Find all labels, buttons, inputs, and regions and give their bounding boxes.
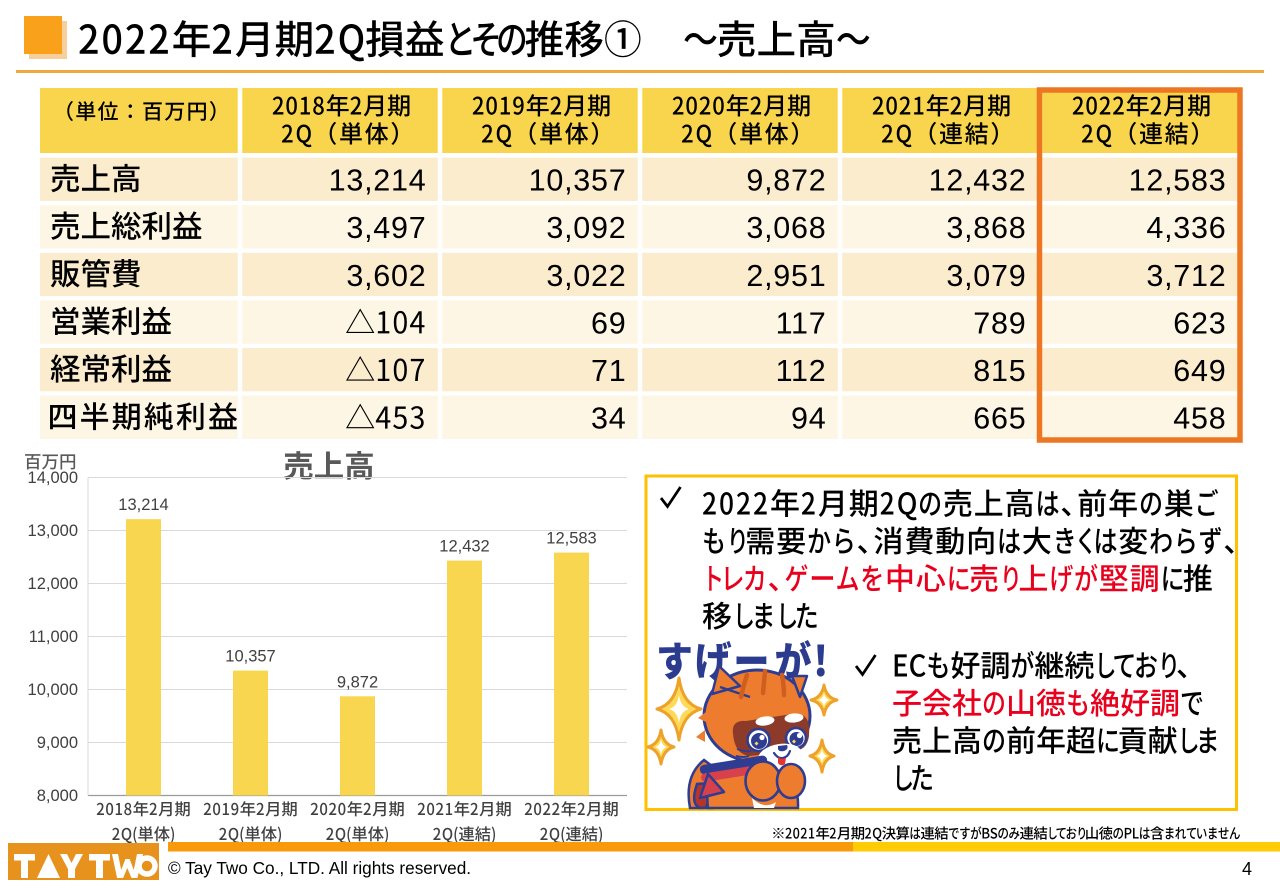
svg-text:© Tay Two Co., LTD. All rights: © Tay Two Co., LTD. All rights reserved. [168, 858, 471, 878]
svg-text:112: 112 [776, 354, 827, 388]
svg-text:71: 71 [591, 354, 626, 388]
svg-text:3,092: 3,092 [546, 211, 626, 245]
svg-text:9,872: 9,872 [337, 673, 378, 691]
svg-text:10,000: 10,000 [28, 681, 78, 699]
svg-text:3,022: 3,022 [546, 259, 626, 293]
svg-text:458: 458 [1173, 402, 1226, 436]
svg-text:3,602: 3,602 [346, 259, 426, 293]
svg-text:8,000: 8,000 [37, 787, 78, 805]
svg-text:9,000: 9,000 [37, 734, 78, 752]
svg-text:4: 4 [1242, 859, 1252, 879]
svg-text:13,000: 13,000 [28, 522, 78, 540]
svg-text:12,432: 12,432 [439, 538, 489, 556]
svg-text:3,712: 3,712 [1146, 259, 1226, 293]
svg-text:12,432: 12,432 [929, 164, 1027, 198]
svg-text:10,357: 10,357 [225, 648, 275, 666]
svg-text:3,079: 3,079 [946, 259, 1026, 293]
svg-text:815: 815 [973, 354, 1026, 388]
svg-text:12,583: 12,583 [546, 530, 596, 548]
svg-text:69: 69 [591, 306, 626, 340]
svg-text:9,872: 9,872 [746, 164, 826, 198]
svg-text:665: 665 [973, 402, 1026, 436]
svg-text:10,357: 10,357 [529, 164, 627, 198]
svg-text:13,214: 13,214 [329, 164, 427, 198]
svg-text:3,068: 3,068 [746, 211, 826, 245]
svg-text:34: 34 [591, 402, 626, 436]
svg-text:4,336: 4,336 [1146, 211, 1226, 245]
svg-text:623: 623 [1173, 306, 1226, 340]
svg-text:12,583: 12,583 [1129, 164, 1227, 198]
svg-text:94: 94 [791, 402, 826, 436]
svg-text:649: 649 [1173, 354, 1226, 388]
svg-text:3,868: 3,868 [946, 211, 1026, 245]
svg-text:12,000: 12,000 [28, 575, 78, 593]
svg-text:789: 789 [973, 306, 1026, 340]
svg-text:11,000: 11,000 [29, 628, 78, 646]
svg-text:3,497: 3,497 [346, 211, 426, 245]
svg-text:14,000: 14,000 [28, 469, 78, 487]
svg-text:2,951: 2,951 [746, 259, 826, 293]
svg-text:117: 117 [776, 306, 827, 340]
svg-text:13,214: 13,214 [118, 496, 168, 514]
